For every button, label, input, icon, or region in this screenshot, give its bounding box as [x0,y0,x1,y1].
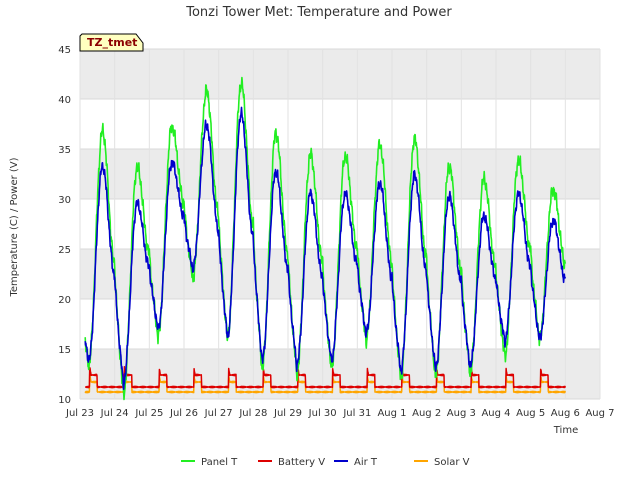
x-tick-label: Aug 4 [481,408,510,419]
series-line-solar-v [84,372,567,394]
y-axis-ticks: 10 15 20 25 30 35 40 45 [58,45,71,406]
series-layer [84,76,567,401]
x-axis-ticks: Jul 23 Jul 24 Jul 25 Jul 26 Jul 27 Jul 28 Jul … [65,408,615,419]
y-axis-label: Temperature (C) / Power (V) [9,157,20,297]
x-tick-label: Aug 2 [412,408,441,419]
x-tick-label: Jul 28 [238,408,267,419]
chart-title: Tonzi Tower Met: Temperature and Power [185,5,452,20]
plot-band [80,49,600,99]
y-tick-label: 30 [58,195,71,206]
legend-label: Panel T [201,457,238,468]
legend-label: Battery V [278,457,325,468]
x-tick-label: Jul 26 [169,408,198,419]
y-tick-label: 10 [58,395,71,406]
y-tick-label: 45 [58,45,71,56]
station-badge-label: TZ_tmet [87,36,137,49]
station-badge-box [79,33,144,52]
x-axis-label: Time [553,425,578,436]
x-tick-label: Aug 5 [516,408,545,419]
series-line-battery-v [84,366,567,389]
x-tick-label: Jul 25 [134,408,163,419]
y-tick-label: 40 [58,95,71,106]
x-tick-label: Aug 3 [447,408,476,419]
y-tick-label: 20 [58,295,71,306]
station-badge: TZ_tmet [79,33,144,52]
legend: Panel T Battery V Air T Solar V [181,457,470,468]
x-tick-label: Jul 29 [273,408,302,419]
x-tick-label: Jul 24 [100,408,129,419]
x-tick-label: Jul 30 [308,408,337,419]
x-tick-label: Jul 23 [65,408,94,419]
x-tick-label: Jul 31 [342,408,371,419]
y-tick-label: 15 [58,345,71,356]
x-tick-label: Aug 6 [551,408,580,419]
series-line-air-t [84,106,567,391]
legend-label: Air T [354,457,378,468]
legend-label: Solar V [434,457,470,468]
y-tick-label: 25 [58,245,71,256]
y-tick-label: 35 [58,145,71,156]
x-tick-label: Jul 27 [204,408,233,419]
x-tick-label: Aug 1 [377,408,406,419]
x-tick-label: Aug 7 [585,408,614,419]
